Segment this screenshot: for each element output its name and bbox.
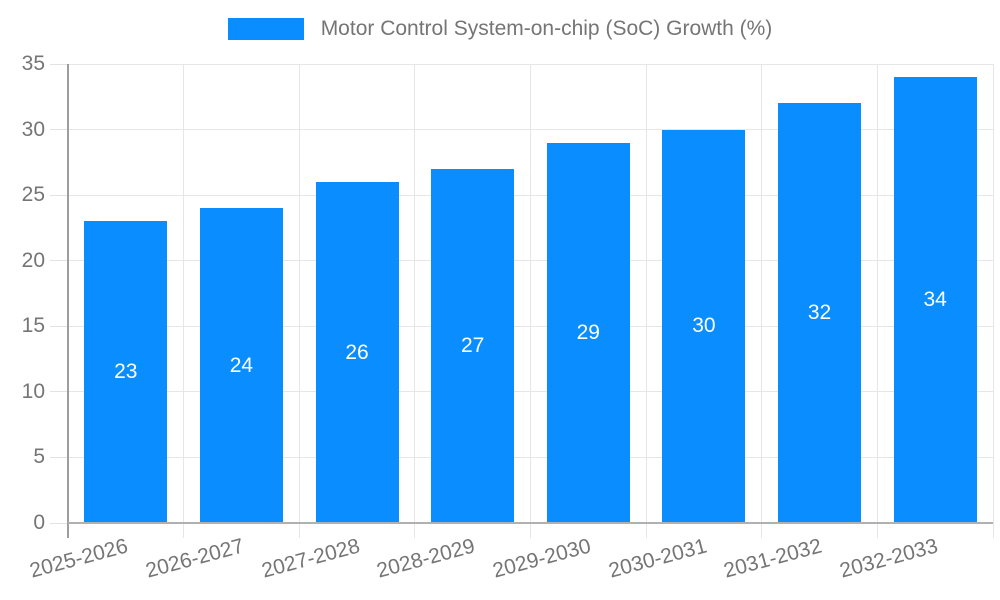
gridline-v: [530, 64, 531, 538]
y-tick-label: 35: [21, 52, 45, 75]
gridline-v: [414, 64, 416, 538]
bar: 26: [315, 182, 399, 523]
gridline-v: [645, 64, 647, 538]
bar-value-label: 23: [114, 360, 138, 384]
x-tick-label: 2029-2030: [490, 534, 594, 583]
gridline-v: [876, 64, 878, 538]
x-tick-label: 2030-2031: [605, 534, 709, 583]
y-tick-label: 10: [21, 379, 45, 403]
y-tick-label: 0: [33, 511, 45, 534]
bar-value-label: 30: [692, 314, 716, 338]
y-axis-line: [67, 64, 69, 538]
x-tick-label: 2028-2029: [374, 534, 478, 583]
bar-value-label: 27: [461, 333, 485, 357]
gridline-v: [992, 64, 994, 538]
bar-value-label: 24: [229, 353, 254, 377]
plot-area: 0 5 10 15 20 25 30 35 23 24 26 27 29 30 32 34 2025-2026 2…: [22, 53, 994, 583]
gridline-v: [183, 64, 185, 538]
bar: 30: [662, 129, 746, 523]
x-tick-label: 2031-2032: [721, 534, 825, 583]
chart-legend: Motor Control System-on-chip (SoC) Growt…: [0, 17, 1000, 41]
x-tick-label: 2026-2027: [143, 534, 247, 583]
legend-swatch: [227, 18, 304, 40]
y-tick-label: 30: [21, 117, 45, 141]
y-tick-mark: [50, 456, 68, 458]
x-tick-label: 2032-2033: [837, 534, 941, 583]
bar-value-label: 34: [923, 288, 947, 312]
gridline-v: [298, 64, 300, 538]
y-tick-mark: [50, 63, 68, 65]
bar: 23: [84, 221, 168, 523]
y-tick-mark: [50, 129, 68, 131]
bar: 27: [431, 168, 515, 523]
y-tick-label: 15: [21, 314, 45, 338]
y-tick-label: 25: [21, 183, 45, 207]
gridline-v: [761, 64, 763, 538]
y-tick-mark: [50, 522, 68, 524]
x-tick-label: 2025-2026: [27, 534, 131, 583]
bar-value-label: 32: [807, 301, 832, 325]
bar: 34: [893, 77, 977, 523]
bar-value-label: 26: [345, 340, 369, 364]
y-tick-mark: [50, 325, 68, 327]
legend-label: Motor Control System-on-chip (SoC) Growt…: [320, 17, 773, 40]
bar: 29: [546, 142, 630, 523]
x-axis-line: [68, 522, 993, 524]
y-tick-mark: [50, 260, 68, 262]
y-tick-label: 5: [33, 445, 45, 469]
bar: 24: [199, 208, 283, 523]
bar: 32: [778, 103, 862, 523]
y-tick-mark: [50, 391, 68, 393]
y-tick-mark: [50, 194, 68, 196]
x-tick-label: 2027-2028: [258, 534, 362, 583]
bar-value-label: 29: [576, 320, 600, 344]
y-tick-label: 20: [21, 248, 45, 272]
